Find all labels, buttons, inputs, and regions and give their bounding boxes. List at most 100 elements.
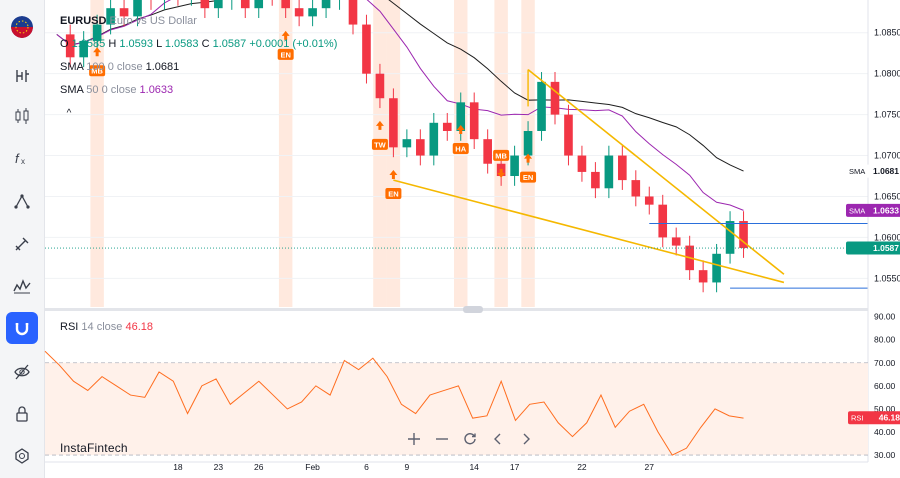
rsi-tick-label: 30.00 xyxy=(874,450,896,460)
candle-body-32 xyxy=(483,139,492,164)
scroll-left-icon[interactable] xyxy=(486,428,510,450)
last-price-badge-bg xyxy=(846,241,900,255)
line-tool-icon[interactable] xyxy=(6,60,38,92)
pane-separator-bar[interactable] xyxy=(45,308,868,311)
marker-badge xyxy=(277,48,294,60)
rsi-axis[interactable]: 30.00 40.00 50.00 60.00 70.00 80.00 90.00 RSI 46… xyxy=(848,312,900,460)
candle-body-46 xyxy=(671,237,681,246)
pane-separator[interactable] xyxy=(45,306,868,313)
sma100-name: SMA xyxy=(60,61,84,73)
zoom-in-icon[interactable] xyxy=(402,428,426,450)
sma50-axis-badge-name: SMA xyxy=(849,206,865,215)
marker-label: EN xyxy=(280,50,290,59)
pattern-marker-6[interactable]: EN xyxy=(520,153,537,183)
pane-resize-handle[interactable] xyxy=(463,306,483,313)
marker-label: EN xyxy=(523,173,533,182)
sma50-axis-badge-value: 1.0633 xyxy=(873,205,899,215)
candle-body-39 xyxy=(577,155,587,172)
rsi-value: 46.18 xyxy=(125,321,153,333)
price-tick-label: 1.0650 xyxy=(874,191,900,201)
marker-label: TW xyxy=(374,140,387,149)
price-tick-label: 1.0750 xyxy=(874,110,900,120)
pattern-marker-0[interactable]: MB xyxy=(89,47,106,77)
pattern-marker-1[interactable]: EN xyxy=(277,30,294,60)
sma100-axis-badge-name: SMA xyxy=(849,167,865,176)
pattern-marker-4[interactable]: HA xyxy=(452,124,469,154)
sma50-row[interactable]: SMA 50 0 close 1.0633 xyxy=(60,79,337,102)
settings-icon[interactable] xyxy=(6,440,38,472)
legend-toggle-row: ^ xyxy=(60,102,337,125)
pattern-marker-3[interactable]: EN xyxy=(385,170,402,200)
open-value: 1.0585 xyxy=(71,38,106,50)
rsi-badge-value: 46.18 xyxy=(879,413,900,423)
marker-label: EN xyxy=(388,190,398,199)
candle-body-28 xyxy=(429,122,439,156)
candles-icon[interactable] xyxy=(6,100,38,132)
candle-body-36 xyxy=(537,81,546,131)
pattern-markers: MB EN TW EN HA MB EN xyxy=(89,30,537,200)
time-tick-label: 17 xyxy=(510,462,520,472)
candle-body-12 xyxy=(214,0,223,9)
price-tick-label: 1.0600 xyxy=(874,232,900,242)
symbol-row: EURUSD Euro vs US Dollar xyxy=(60,10,337,33)
pattern-marker-2[interactable]: TW xyxy=(371,120,388,150)
collapse-legend-icon[interactable]: ^ xyxy=(66,108,72,119)
candle-body-23 xyxy=(362,24,371,74)
zoom-out-icon[interactable] xyxy=(430,428,454,450)
hide-drawings-icon[interactable] xyxy=(6,356,38,388)
candle-body-2 xyxy=(79,40,88,58)
marker-label: HA xyxy=(455,144,466,153)
price-axis[interactable]: 1.0550 1.0600 1.0650 1.0700 1.0750 1.0800 1.08… xyxy=(45,0,900,462)
change-value: +0.0001 (+0.01%) xyxy=(249,38,338,50)
open-label: O xyxy=(60,38,69,50)
candle-body-43 xyxy=(631,180,641,197)
candle-body-45 xyxy=(658,204,668,238)
candle-body-42 xyxy=(618,155,627,181)
candle-body-25 xyxy=(389,98,398,148)
symbol-name[interactable]: EURUSD xyxy=(60,15,107,27)
candle-body-26 xyxy=(402,139,412,148)
rsi-tick-label: 70.00 xyxy=(874,358,896,368)
price-candles xyxy=(65,0,748,293)
candle-body-29 xyxy=(442,122,452,131)
sma50-line xyxy=(56,0,744,211)
wedge-upper-line[interactable] xyxy=(527,68,785,275)
brush-icon[interactable] xyxy=(6,228,38,260)
candle-body-34 xyxy=(510,155,519,177)
sma100-line xyxy=(56,0,744,172)
rsi-name[interactable]: RSI xyxy=(60,321,79,333)
chart-navigation xyxy=(402,428,538,450)
high-label: H xyxy=(108,38,117,50)
candle-body-31 xyxy=(469,102,479,140)
rsi-pane xyxy=(44,350,868,456)
scroll-right-icon[interactable] xyxy=(514,428,538,450)
candle-body-44 xyxy=(644,196,654,205)
candle-body-3 xyxy=(92,24,102,41)
marker-arrow-up xyxy=(93,47,102,57)
time-tick-label: 27 xyxy=(645,462,655,472)
marker-badge xyxy=(385,188,402,200)
sma50-name: SMA xyxy=(60,84,84,96)
sma50-params: 50 0 close xyxy=(86,84,137,96)
magnet-icon[interactable] xyxy=(6,312,38,344)
lock-icon[interactable] xyxy=(6,398,38,430)
price-tick-label: 1.0700 xyxy=(874,151,900,161)
candle-body-49 xyxy=(712,253,721,283)
wedge-lower-line[interactable] xyxy=(393,179,785,284)
chart-gridlines xyxy=(45,32,868,279)
svg-text:f: f xyxy=(15,151,20,166)
sma100-row[interactable]: SMA 100 0 close 1.0681 xyxy=(60,56,337,79)
flag-icon[interactable] xyxy=(11,16,33,38)
high-value: 1.0593 xyxy=(119,38,154,50)
candle-body-51 xyxy=(739,221,748,249)
reset-icon[interactable] xyxy=(458,428,482,450)
price-tick-label: 1.0800 xyxy=(874,69,900,79)
marker-arrow-up xyxy=(524,153,533,163)
time-axis[interactable]: 18 23 26 Feb 6 9 14 17 22 27 xyxy=(45,461,868,472)
pattern-marker-5[interactable]: MB xyxy=(493,149,510,178)
drawing-icon[interactable] xyxy=(6,186,38,218)
pattern-icon[interactable] xyxy=(6,270,38,302)
